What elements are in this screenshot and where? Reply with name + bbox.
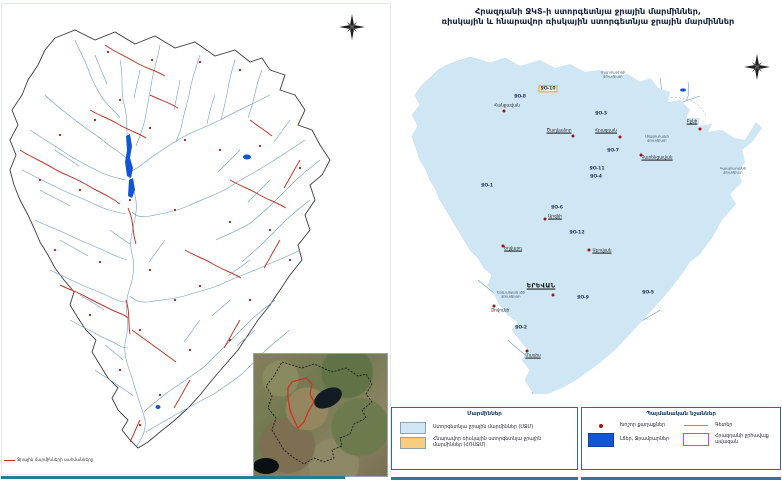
monitoring-point-dot bbox=[54, 249, 56, 251]
monitoring-point-dot bbox=[174, 209, 176, 211]
town-dot bbox=[543, 217, 547, 221]
monitoring-point-dot bbox=[151, 59, 153, 61]
river-line-icon bbox=[684, 425, 708, 427]
monitoring-point-dot bbox=[199, 61, 201, 63]
gwb-swatch bbox=[400, 422, 426, 434]
monitoring-point-dot bbox=[149, 127, 151, 129]
monitoring-point-dot bbox=[59, 134, 61, 136]
monitoring-point-dot bbox=[299, 167, 301, 169]
inset-dark-area bbox=[254, 458, 279, 474]
legend-item-rivers: Գետեր bbox=[683, 423, 778, 429]
map-title-line1: Հրազդանի ՋԿՏ-ի ստորգետնյա ջրային մարմինն… bbox=[474, 6, 702, 16]
monitoring-point-dot bbox=[229, 221, 231, 223]
basin-outline-icon bbox=[683, 433, 709, 447]
monitoring-point-dot bbox=[99, 261, 101, 263]
monitoring-point-dot bbox=[229, 339, 231, 341]
right-compass-icon bbox=[744, 54, 770, 80]
legend-surfaces: Մարմիններ Ստորգետնյա ջրային մարմիններ (Ս… bbox=[391, 407, 578, 470]
monitoring-point-dot bbox=[39, 179, 41, 181]
monitoring-point-dot bbox=[269, 229, 271, 231]
town-dot bbox=[639, 153, 643, 157]
monitoring-point-dot bbox=[119, 99, 121, 101]
left-lake bbox=[125, 134, 135, 198]
legend-symbols-header: Պայմանական նշաններ bbox=[646, 411, 716, 417]
inset-lake-sevan bbox=[314, 387, 342, 409]
legend-symbols: Պայմանական նշաններ Խոշոր քաղաքներ Գետեր … bbox=[581, 407, 781, 470]
city-dot-icon bbox=[599, 423, 603, 428]
bottom-bar-right bbox=[581, 477, 781, 480]
monitoring-point-dot bbox=[139, 424, 141, 426]
monitoring-point-dot bbox=[239, 69, 241, 71]
legend-item-risk-gwb: Հնարավոր ռիսկային ստորգետնյա ջրային մարմ… bbox=[400, 437, 577, 449]
monitoring-point-dot bbox=[89, 314, 91, 316]
basin-label: Հրազդանի ջրհավաք ավազան bbox=[715, 434, 769, 445]
legend-surfaces-header: Մարմիններ bbox=[467, 411, 502, 417]
legend-item-cities: Խոշոր քաղաքներ bbox=[588, 423, 683, 429]
monitoring-point-dot bbox=[189, 349, 191, 351]
monitoring-point-dot bbox=[139, 329, 141, 331]
monitoring-point-dot bbox=[107, 51, 109, 53]
lake-swatch-icon bbox=[588, 432, 614, 447]
monitoring-point-dot bbox=[174, 299, 176, 301]
legend-item-basin: Հրազդանի ջրհավաք ավազան bbox=[683, 433, 778, 447]
town-dot bbox=[502, 109, 506, 113]
monitoring-point-dot bbox=[289, 259, 291, 261]
map-title-line2: ռիսկային և հնարավոր ռիսկային ստորգետնյա … bbox=[441, 16, 735, 27]
town-dot bbox=[618, 135, 622, 139]
town-dot bbox=[587, 248, 591, 252]
left-map-caption: Ջրային մարմինների սահմանները bbox=[17, 457, 94, 462]
town-dot bbox=[525, 349, 529, 353]
monitoring-point-dot bbox=[199, 285, 201, 287]
monitoring-point-dot bbox=[79, 189, 81, 191]
monitoring-point-dot bbox=[184, 139, 186, 141]
monitoring-point-dot bbox=[119, 369, 121, 371]
monitoring-point-dot bbox=[259, 145, 261, 147]
left-tiny-lake bbox=[155, 405, 161, 409]
inset-basin-outline bbox=[287, 377, 315, 430]
legend-item-lakes: Լճեր, Ջրամբարներ bbox=[588, 432, 683, 447]
caption-line-swatch bbox=[4, 460, 15, 461]
inset-country-border bbox=[265, 361, 373, 465]
town-dot bbox=[698, 127, 702, 131]
right-reservoir-2 bbox=[680, 88, 686, 92]
monitoring-point-dot bbox=[219, 149, 221, 151]
bottom-bar-left bbox=[1, 476, 345, 479]
left-basin-outline bbox=[9, 29, 331, 449]
town-dot bbox=[571, 134, 575, 138]
town-dot bbox=[492, 304, 496, 308]
risk-gwb-swatch bbox=[400, 437, 426, 449]
left-waterbody-boundaries bbox=[19, 44, 301, 443]
cities-label: Խոշոր քաղաքներ bbox=[620, 423, 666, 428]
legend-item-gwb: Ստորգետնյա ջրային մարմիններ (ՍՋՄ) bbox=[400, 422, 577, 434]
left-map-frame bbox=[1, 3, 391, 475]
town-dot bbox=[551, 293, 555, 297]
lakes-label: Լճեր, Ջրամբարներ bbox=[620, 436, 670, 442]
left-small-lake bbox=[243, 154, 251, 160]
monitoring-point-dot bbox=[249, 299, 251, 301]
risk-gwb-label: Հնարավոր ռիսկային ստորգետնյա ջրային մարմ… bbox=[433, 437, 542, 448]
monitoring-point-dot bbox=[129, 199, 131, 201]
monitoring-point-dot bbox=[159, 394, 161, 396]
bottom-bar-mid bbox=[391, 477, 578, 480]
monitoring-point-dot bbox=[149, 269, 151, 271]
gwb-label: Ստորգետնյա ջրային մարմիններ (ՍՋՄ) bbox=[433, 425, 534, 431]
town-dot bbox=[501, 244, 505, 248]
map-title: Հրազդանի ՋԿՏ-ի ստորգետնյա ջրային մարմինն… bbox=[402, 6, 774, 27]
rivers-label: Գետեր bbox=[715, 423, 733, 428]
left-map-svg bbox=[9, 14, 365, 449]
right-basin-outline bbox=[411, 56, 763, 395]
monitoring-point-dot bbox=[94, 119, 96, 121]
